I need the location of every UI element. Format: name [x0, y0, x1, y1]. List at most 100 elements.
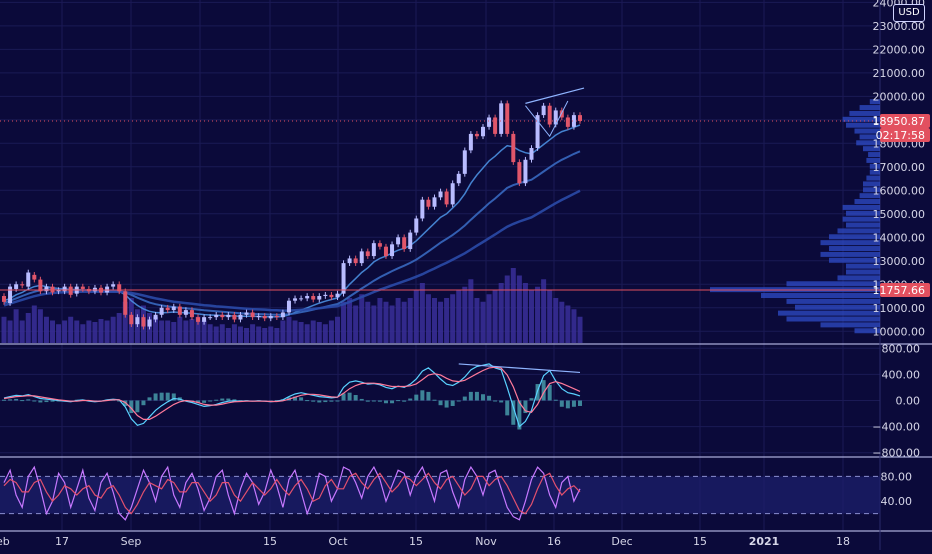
macd-pane[interactable]	[2, 363, 582, 430]
candle-body	[141, 317, 146, 327]
candle-body	[153, 314, 158, 320]
volume-profile-bar	[846, 269, 880, 275]
volume-profile-bar	[863, 146, 880, 152]
volume-bar	[492, 290, 498, 343]
macd-histogram-bar	[202, 400, 207, 403]
volume-bar	[516, 275, 522, 343]
volume-bar	[98, 319, 104, 343]
macd-histogram-bar	[559, 400, 564, 407]
volume-bar	[541, 279, 547, 343]
candle-body	[571, 115, 576, 127]
candle-body	[365, 251, 370, 257]
stoch-series-line	[3, 465, 581, 521]
volume-bar	[13, 309, 19, 343]
volume-profile-bar	[786, 316, 880, 322]
volume-bar	[383, 301, 389, 343]
volume-bar	[407, 298, 413, 343]
volume-profile-bar	[820, 251, 880, 257]
volume-profile-bar	[842, 216, 880, 222]
macd-histogram-bar	[2, 399, 6, 401]
volume-bar	[50, 320, 56, 343]
volume-bar	[365, 301, 371, 343]
price-tick-label: 20000.00	[873, 90, 926, 103]
macd-histogram-bar	[541, 380, 546, 401]
price-tick-label: 17000.00	[873, 161, 926, 174]
volume-bar	[280, 320, 286, 343]
macd-histogram-bar	[208, 400, 213, 402]
candle-body	[2, 296, 6, 302]
volume-bar	[231, 324, 237, 343]
volume-profile-bar	[854, 199, 880, 205]
candle-body	[529, 148, 534, 160]
volume-bar	[468, 279, 474, 343]
volume-bar	[292, 320, 298, 343]
volume-bar	[213, 326, 219, 343]
macd-histogram-bar	[129, 400, 134, 414]
volume-bar	[262, 328, 268, 343]
volume-bar	[201, 320, 207, 343]
candle-body	[341, 263, 346, 294]
macd-histogram-bar	[420, 390, 425, 401]
macd-histogram-bar	[578, 400, 582, 406]
macd-histogram-bar	[32, 400, 37, 402]
candle-body	[183, 310, 188, 315]
macd-histogram-bar	[153, 393, 158, 401]
macd-histogram-bar	[493, 400, 498, 402]
macd-histogram-bar	[359, 398, 364, 401]
candle-body	[371, 243, 376, 257]
volume-bar	[310, 320, 316, 343]
macd-histogram-bar	[468, 391, 473, 401]
volume-bar	[104, 320, 110, 343]
volume-profile-bar	[859, 105, 880, 111]
volume-profile-bar	[863, 187, 880, 193]
volume-bar	[256, 326, 262, 343]
volume-bar	[25, 313, 31, 343]
volume-bar	[413, 290, 419, 343]
volume-bar	[92, 322, 98, 343]
candle-body	[268, 315, 273, 319]
macd-tick-label: 400.00	[882, 368, 921, 381]
volume-bar	[347, 298, 353, 343]
candle-body	[390, 244, 395, 257]
candle-body	[147, 319, 152, 327]
volume-profile-bar	[846, 122, 880, 128]
volume-bar	[286, 316, 292, 343]
macd-histogram-bar	[50, 400, 55, 402]
volume-profile-bar	[859, 193, 880, 199]
volume-bar	[1, 316, 7, 343]
price-tick-label: 21000.00	[873, 67, 926, 80]
macd-histogram-bar	[20, 400, 25, 402]
volume-profile-bar	[869, 99, 880, 105]
candle-body	[347, 258, 352, 264]
candle-body	[377, 243, 382, 247]
volume-profile-bar	[859, 134, 880, 140]
price-tick-label: 23000.00	[873, 20, 926, 33]
macd-histogram-bar	[517, 400, 522, 430]
candle-body	[438, 191, 443, 198]
candle-body	[517, 162, 522, 184]
candle-body	[177, 306, 182, 315]
volume-bar	[480, 301, 486, 343]
macd-histogram-bar	[347, 392, 352, 401]
volume-bar	[268, 326, 274, 343]
stoch-pane[interactable]	[0, 465, 880, 521]
price-pane[interactable]	[0, 87, 880, 343]
candle-body	[565, 117, 570, 127]
macd-histogram-bar	[547, 384, 552, 401]
currency-badge[interactable]: USD	[893, 4, 925, 22]
candle-body	[335, 293, 340, 298]
candle-body	[317, 296, 322, 300]
volume-profile-bar	[786, 298, 880, 304]
candle-body	[420, 199, 425, 219]
candle-body	[26, 272, 31, 287]
macd-histogram-bar	[232, 399, 237, 401]
macd-histogram-bar	[329, 400, 334, 402]
volume-bar	[195, 316, 201, 343]
candle-body	[547, 105, 552, 125]
candle-body	[323, 294, 328, 297]
volume-bar	[395, 298, 401, 343]
level-price-tag: 11757.66	[873, 284, 926, 297]
volume-profile-bar	[869, 163, 880, 169]
volume-bar	[316, 322, 322, 343]
